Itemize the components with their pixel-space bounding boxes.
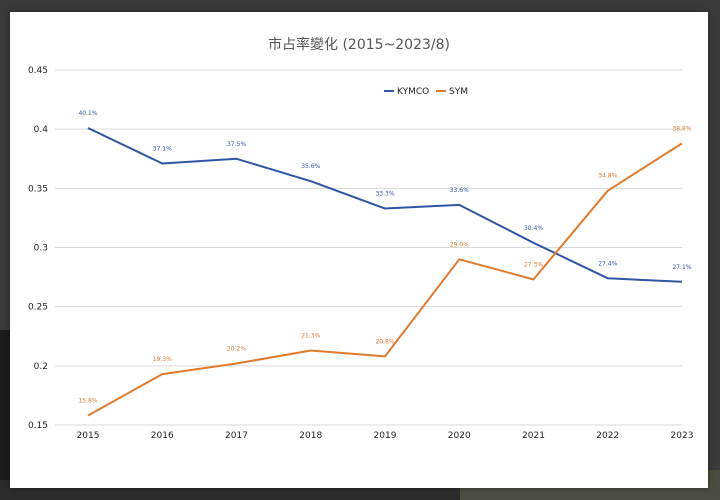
data-label: 27.4% — [598, 260, 617, 267]
y-tick-label: 0.2 — [34, 362, 48, 372]
chart-title: 市占率變化 (2015~2023/8) — [268, 37, 450, 53]
y-tick-label: 0.4 — [34, 125, 49, 135]
x-tick-label: 2019 — [374, 431, 397, 441]
data-label: 29.0% — [450, 241, 469, 248]
series-line-sym — [87, 142, 683, 417]
data-label: 30.4% — [524, 225, 543, 232]
data-label: 35.6% — [301, 163, 320, 170]
chart-card: 市占率變化 (2015~2023/8) 0.45 0.4 0.35 0.3 0.25 0.… — [10, 12, 708, 488]
x-tick-label: 2015 — [77, 431, 100, 441]
data-label: 15.8% — [78, 398, 97, 405]
y-tick-label: 0.15 — [28, 421, 48, 431]
background-dark-strip — [0, 330, 12, 480]
data-label: 27.1% — [672, 264, 691, 271]
x-tick-label: 2018 — [299, 431, 322, 441]
y-tick-label: 0.35 — [28, 184, 48, 194]
data-label: 20.2% — [227, 345, 246, 352]
data-label: 33.3% — [375, 190, 394, 197]
series-line-kymco — [87, 127, 683, 283]
x-tick-label: 2020 — [448, 431, 471, 441]
legend-label-kymco: KYMCO — [397, 87, 429, 97]
data-label: 38.8% — [672, 125, 691, 132]
data-label: 20.8% — [375, 338, 394, 345]
data-label: 27.3% — [524, 261, 543, 268]
data-label: 21.3% — [301, 332, 320, 339]
y-tick-label: 0.45 — [28, 66, 48, 76]
data-label: 33.6% — [450, 187, 469, 194]
x-tick-label: 2017 — [225, 431, 248, 441]
data-label: 34.8% — [598, 173, 617, 180]
data-label: 37.1% — [153, 145, 172, 152]
legend-label-sym: SYM — [449, 87, 468, 97]
y-tick-label: 0.3 — [34, 244, 48, 254]
x-tick-label: 2021 — [522, 431, 545, 441]
x-tick-label: 2022 — [596, 431, 619, 441]
data-label: 40.1% — [78, 110, 97, 117]
x-tick-label: 2023 — [671, 431, 694, 441]
data-label: 19.3% — [153, 356, 172, 363]
y-tick-label: 0.25 — [28, 303, 48, 313]
x-tick-label: 2016 — [151, 431, 174, 441]
data-label: 37.5% — [227, 141, 246, 148]
line-chart: 0.45 0.4 0.35 0.3 0.25 0.2 0.15 2015 2016 2017 201… — [28, 66, 694, 441]
